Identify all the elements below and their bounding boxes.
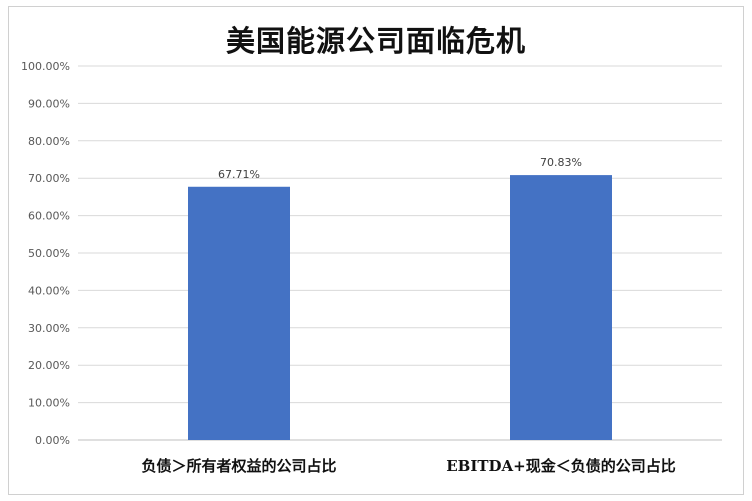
y-tick-label: 10.00% <box>28 397 70 410</box>
y-tick-label: 20.00% <box>28 359 70 372</box>
data-label: 67.71% <box>218 168 260 181</box>
bar <box>510 175 612 440</box>
y-tick-label: 40.00% <box>28 284 70 297</box>
bar <box>188 186 290 440</box>
y-tick-label: 50.00% <box>28 247 70 260</box>
data-label: 70.83% <box>540 156 582 169</box>
chart-frame <box>8 6 744 495</box>
x-category-label: 负债＞所有者权益的公司占比 <box>141 457 336 475</box>
y-tick-label: 70.00% <box>28 172 70 185</box>
x-category-label: EBITDA+现金＜负债的公司占比 <box>446 457 676 475</box>
chart-title: 美国能源公司面临危机 <box>225 24 526 58</box>
y-tick-label: 90.00% <box>28 97 70 110</box>
y-tick-label: 100.00% <box>21 60 70 73</box>
y-tick-label: 80.00% <box>28 135 70 148</box>
y-tick-label: 0.00% <box>35 434 70 447</box>
y-tick-label: 60.00% <box>28 210 70 223</box>
y-tick-label: 30.00% <box>28 322 70 335</box>
